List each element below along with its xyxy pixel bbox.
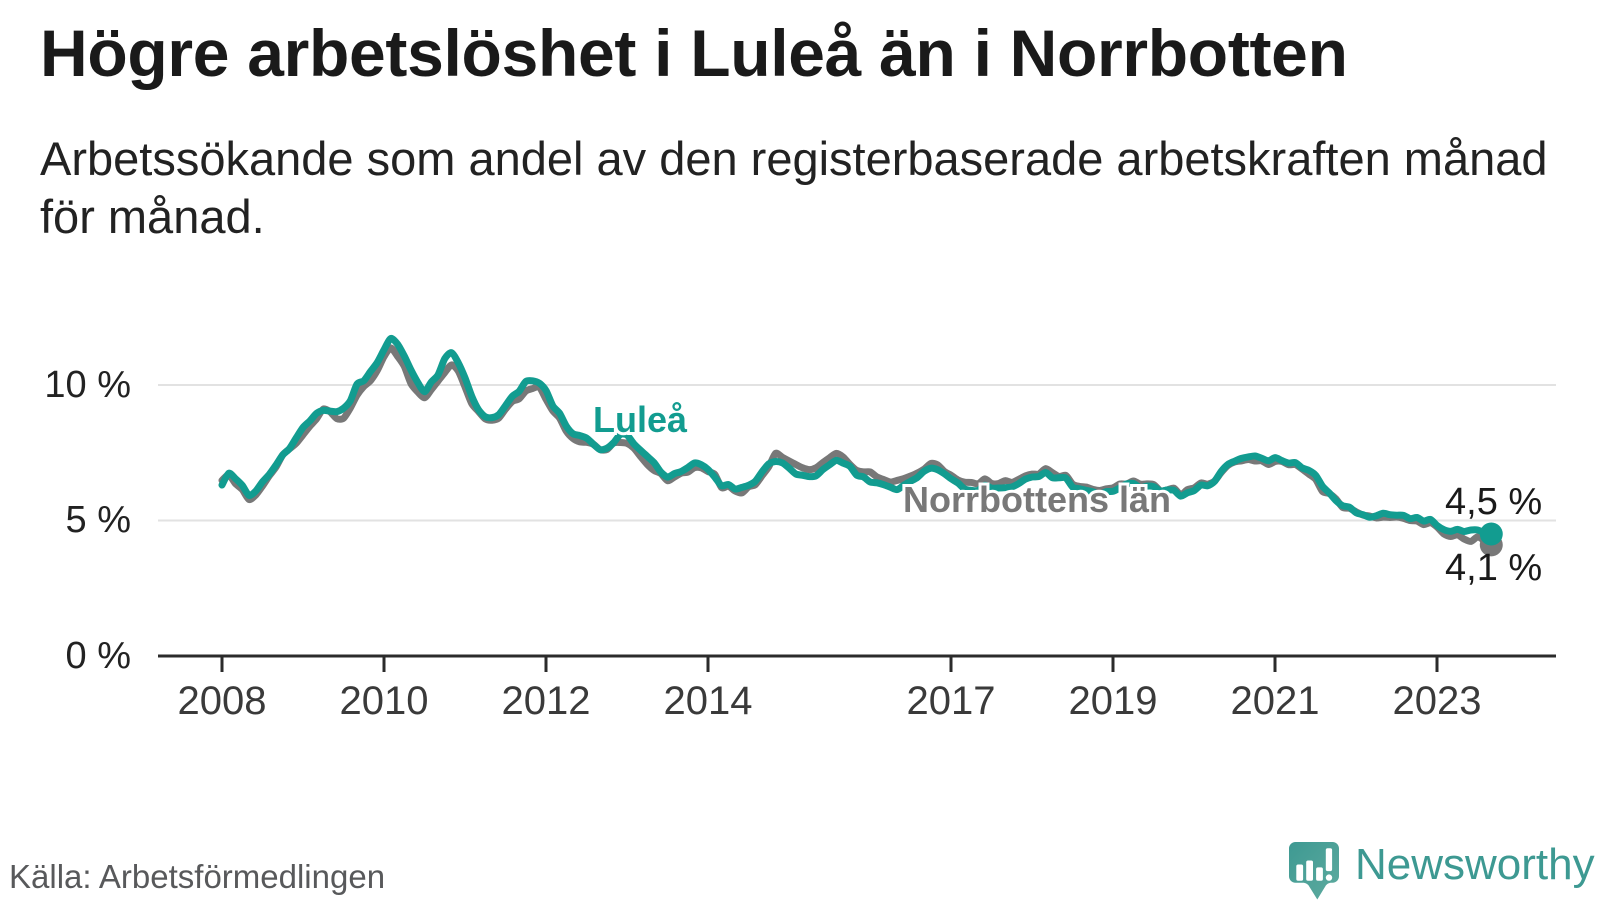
svg-text:Newsworthy: Newsworthy xyxy=(1355,840,1595,889)
